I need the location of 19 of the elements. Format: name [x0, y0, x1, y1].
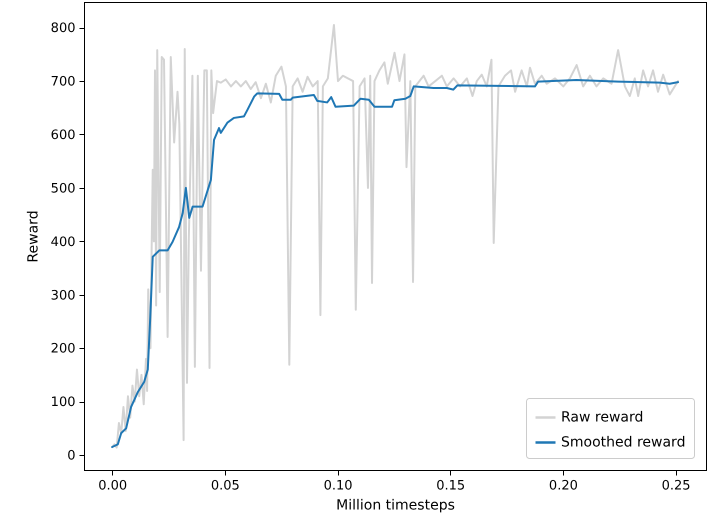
x-tick-label: 0.25	[662, 478, 691, 494]
y-tick-label: 0	[67, 448, 76, 464]
y-tick-label: 800	[50, 21, 76, 36]
x-axis-title: Million timesteps	[336, 498, 455, 514]
x-tick-label: 0.10	[324, 478, 353, 494]
y-tick-label: 600	[50, 128, 76, 143]
y-tick-label: 100	[50, 395, 76, 410]
y-tick-label: 700	[50, 74, 76, 90]
y-axis-title: Reward	[26, 210, 42, 263]
legend-label: Raw reward	[561, 410, 644, 426]
legend-label: Smoothed reward	[561, 434, 686, 450]
y-tick-label: 200	[50, 342, 76, 357]
x-tick-label: 0.05	[210, 478, 240, 494]
y-tick-label: 500	[50, 181, 76, 196]
x-tick-label: 0.20	[548, 478, 578, 494]
x-tick-label: 0.15	[436, 478, 466, 494]
x-tick-label: 0.00	[98, 478, 128, 494]
y-tick-label: 400	[50, 234, 76, 250]
y-tick-label: 300	[50, 288, 76, 304]
